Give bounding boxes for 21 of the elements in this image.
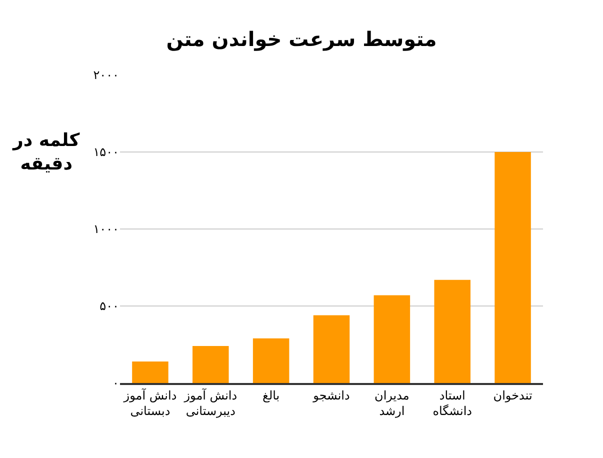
bar bbox=[192, 346, 229, 383]
y-tick-label: ۱۰۰۰ bbox=[93, 222, 119, 236]
chart-title: متوسط سرعت خواندن متن bbox=[166, 27, 437, 52]
x-tick-label: تندخوان bbox=[493, 388, 532, 402]
bar bbox=[132, 361, 168, 383]
x-tick-label: دانشجو bbox=[312, 388, 350, 402]
y-tick-label: ۵۰۰ bbox=[100, 299, 119, 314]
bar bbox=[252, 338, 290, 383]
x-tick-label: بالغ bbox=[262, 388, 280, 402]
bar bbox=[313, 315, 350, 383]
y-tick-label: ۲۰۰۰ bbox=[93, 68, 119, 82]
x-tick-label: استاد دانشگاه bbox=[432, 388, 472, 418]
y-axis-title: کلمه در دقیقه bbox=[12, 130, 80, 174]
x-tick-label: دانش آموز دبستانی bbox=[122, 387, 177, 418]
bar bbox=[434, 280, 470, 383]
bar bbox=[494, 152, 531, 383]
y-tick-label: ۱۵۰۰ bbox=[93, 145, 119, 160]
y-tick-label: ۰ bbox=[112, 376, 119, 390]
x-tick-label: دانش آموز دیبرستانی bbox=[183, 387, 238, 418]
x-tick-label: مدیران ارشد bbox=[374, 388, 410, 418]
bar bbox=[374, 295, 410, 383]
